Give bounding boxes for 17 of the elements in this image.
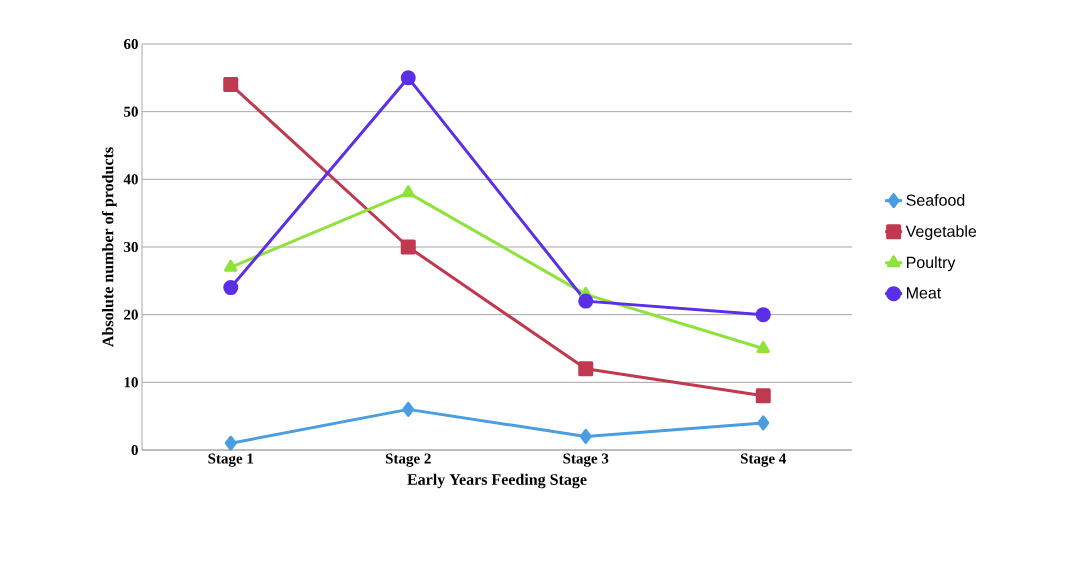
x-tick-label: Stage 2 — [385, 453, 431, 467]
x-tick-label: Stage 1 — [208, 453, 254, 467]
x-tick-label: Stage 3 — [563, 453, 609, 467]
y-tick-label: 50 — [124, 106, 138, 117]
legend-label: Poultry — [906, 256, 956, 272]
y-tick-label: 10 — [124, 377, 138, 388]
y-tick-label: 0 — [131, 444, 138, 456]
y-tick-label: 20 — [124, 309, 138, 320]
y-tick-label: 60 — [124, 38, 138, 50]
legend-label: Meat — [906, 287, 942, 299]
legend-label: Vegetable — [905, 225, 977, 241]
x-tick-label: Stage 4 — [740, 453, 787, 467]
y-axis-title: Absolute number of products — [101, 147, 117, 347]
y-tick-label: 40 — [123, 174, 138, 185]
x-axis-title: Early Years Feeding Stage — [407, 473, 587, 489]
legend-label: Seafood — [906, 194, 965, 206]
y-tick-label: 30 — [124, 241, 138, 253]
